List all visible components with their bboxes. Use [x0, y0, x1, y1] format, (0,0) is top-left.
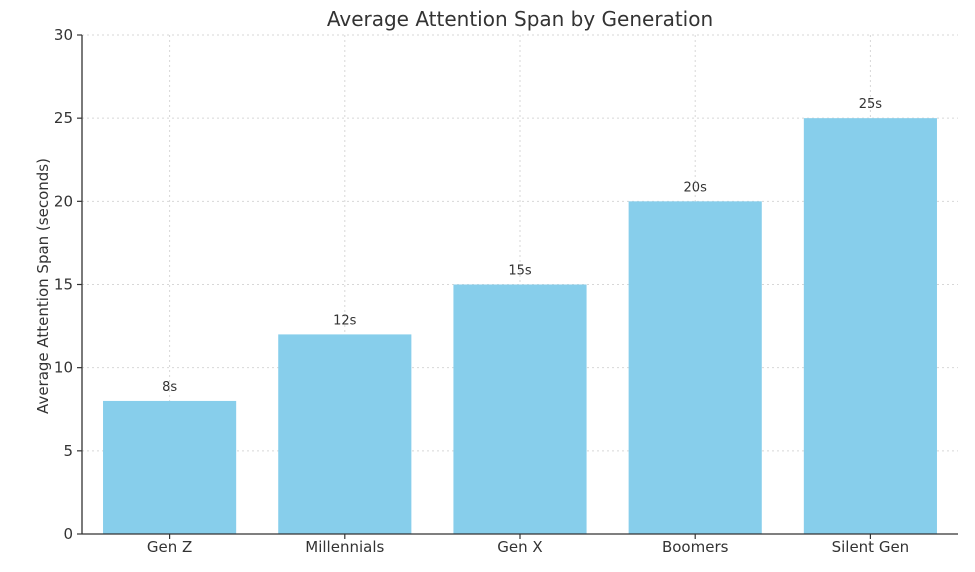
axis-layer	[77, 34, 958, 539]
y-tick-label-1: 5	[63, 442, 73, 460]
data-label-4: 25s	[859, 97, 883, 112]
bar-gen-x	[453, 284, 587, 534]
y-tick-label-0: 0	[63, 525, 73, 543]
bar-silent-gen	[803, 118, 937, 535]
data-label-2: 15s	[508, 264, 532, 279]
x-tick-label-3: Boomers	[662, 538, 729, 556]
y-tick-label-6: 30	[54, 26, 73, 44]
bar-gen-z	[103, 400, 237, 534]
data-label-0: 8s	[162, 380, 177, 395]
y-tick-label-4: 20	[54, 192, 73, 210]
data-label-1: 12s	[333, 313, 357, 328]
y-tick-label-5: 25	[54, 109, 73, 127]
y-tick-label-3: 15	[54, 276, 73, 294]
y-axis-label: Average Attention Span (seconds)	[34, 158, 52, 414]
label-layer: 8s Gen Z 12s Millennials 15s Gen X 20s Boomers 2…	[54, 26, 909, 556]
x-tick-label-2: Gen X	[497, 538, 542, 556]
chart-title: Average Attention Span by Generation	[327, 7, 713, 31]
x-tick-label-1: Millennials	[305, 538, 384, 556]
data-label-3: 20s	[684, 180, 708, 195]
bar-millennials	[278, 334, 412, 534]
bar-layer	[103, 118, 937, 535]
bar-boomers	[628, 201, 762, 535]
y-tick-label-2: 10	[54, 359, 73, 377]
x-tick-label-4: Silent Gen	[832, 538, 910, 556]
x-tick-label-0: Gen Z	[147, 538, 192, 556]
